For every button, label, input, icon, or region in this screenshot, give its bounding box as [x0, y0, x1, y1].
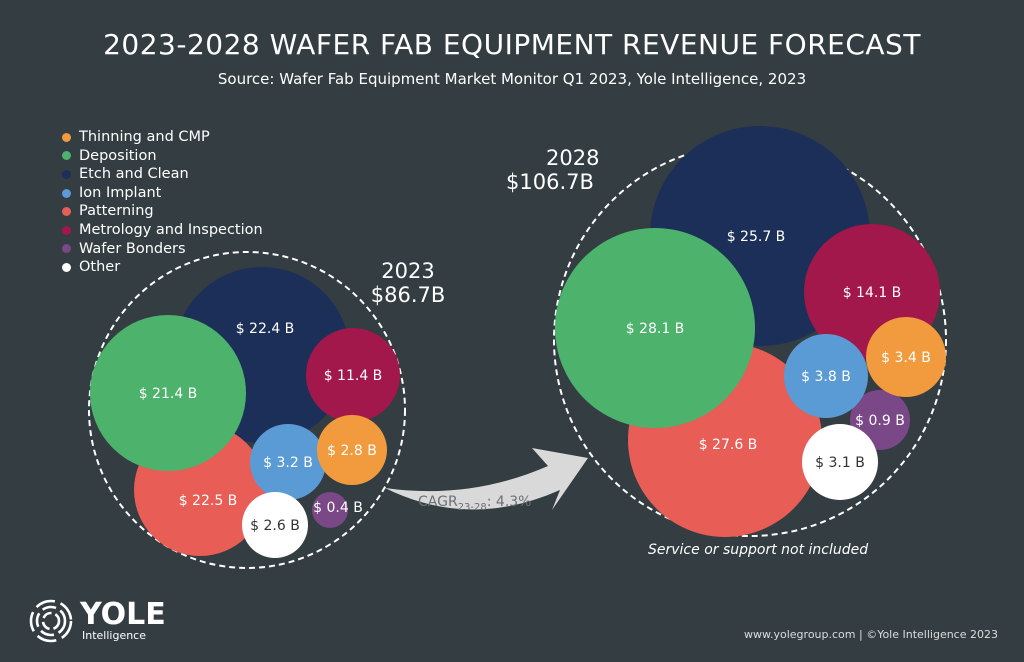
legend-label: Patterning — [79, 203, 154, 220]
legend-item: Etch and Clean — [62, 165, 263, 184]
bubble-ion-implant — [784, 334, 868, 418]
legend-swatch — [62, 188, 71, 198]
legend-swatch — [62, 132, 71, 142]
legend-label: Deposition — [79, 147, 157, 164]
legend-label: Thinning and CMP — [79, 129, 210, 145]
bubble-label: $ 25.7 B — [727, 229, 786, 245]
bubble-label: $ 27.6 B — [699, 437, 758, 453]
legend-item: Thinning and CMP — [62, 128, 263, 147]
footnote: Service or support not included — [648, 542, 869, 558]
growth-arrow — [385, 448, 588, 510]
bubble-label: $ 0.4 B — [313, 500, 363, 516]
group-boundary — [88, 251, 406, 569]
logo-rings-icon — [29, 599, 73, 643]
bubble-label: $ 22.5 B — [179, 493, 238, 509]
chart-title: 2023-2028 WAFER FAB EQUIPMENT REVENUE FO… — [103, 28, 921, 61]
group-total: $106.7B — [506, 170, 594, 194]
legend-swatch — [62, 151, 71, 161]
legend-item: Metrology and Inspection — [62, 221, 263, 240]
bubble-deposition — [555, 228, 755, 428]
group-total: $86.7B — [371, 283, 446, 307]
bubble-label: $ 3.8 B — [801, 369, 851, 385]
legend-swatch — [62, 225, 71, 235]
bubble-metrology-and-inspection — [306, 328, 400, 422]
bubble-label: $ 11.4 B — [324, 368, 383, 384]
group-year: 2023 — [381, 259, 434, 283]
bubble-deposition — [90, 315, 246, 471]
bubble-label: $ 3.2 B — [263, 455, 313, 471]
credit-text[interactable]: www.yolegroup.com | ©Yole Intelligence 2… — [744, 628, 998, 641]
legend-swatch — [62, 207, 71, 217]
legend-label: Metrology and Inspection — [79, 221, 263, 238]
bubble-label: $ 21.4 B — [139, 386, 198, 402]
chart-subtitle: Source: Wafer Fab Equipment Market Monit… — [217, 70, 807, 88]
bubble-other — [802, 424, 878, 500]
legend-item: Patterning — [62, 202, 263, 221]
logo-subtext: Intelligence — [82, 628, 147, 642]
bubble-label: $ 0.9 B — [855, 413, 905, 429]
bubble-wafer-bonders — [312, 492, 348, 528]
bubble-label: $ 3.1 B — [815, 455, 865, 471]
bubble-label: $ 22.4 B — [236, 321, 295, 337]
legend-label: Ion Implant — [79, 184, 162, 201]
legend-item: Other — [62, 258, 263, 277]
legend-label: Wafer Bonders — [79, 240, 186, 257]
bubble-thinning-and-cmp — [317, 415, 387, 485]
legend-swatch — [62, 262, 71, 272]
bubble-label: $ 3.4 B — [881, 350, 931, 366]
logo-text: YOLE — [80, 596, 166, 632]
yole-logo: YOLE Intelligence — [28, 598, 166, 644]
legend: Thinning and CMP Deposition Etch and Clean… — [62, 128, 263, 277]
bubble-label: $ 2.6 B — [250, 518, 300, 534]
legend-label: Other — [79, 259, 121, 276]
bubble-ion-implant — [250, 424, 326, 500]
legend-swatch — [62, 169, 71, 179]
legend-swatch — [62, 244, 71, 254]
bubble-other — [242, 492, 308, 558]
bubble-label: $ 14.1 B — [843, 285, 902, 301]
bubble-thinning-and-cmp — [866, 317, 946, 397]
legend-item: Ion Implant — [62, 184, 263, 203]
legend-item: Wafer Bonders — [62, 240, 263, 259]
legend-item: Deposition — [62, 147, 263, 166]
cagr-label: CAGR23-28: 4.3% — [418, 494, 531, 513]
bubble-label: $ 2.8 B — [327, 443, 377, 459]
legend-label: Etch and Clean — [79, 166, 189, 183]
group-year: 2028 — [546, 146, 599, 170]
bubble-label: $ 28.1 B — [626, 321, 685, 337]
